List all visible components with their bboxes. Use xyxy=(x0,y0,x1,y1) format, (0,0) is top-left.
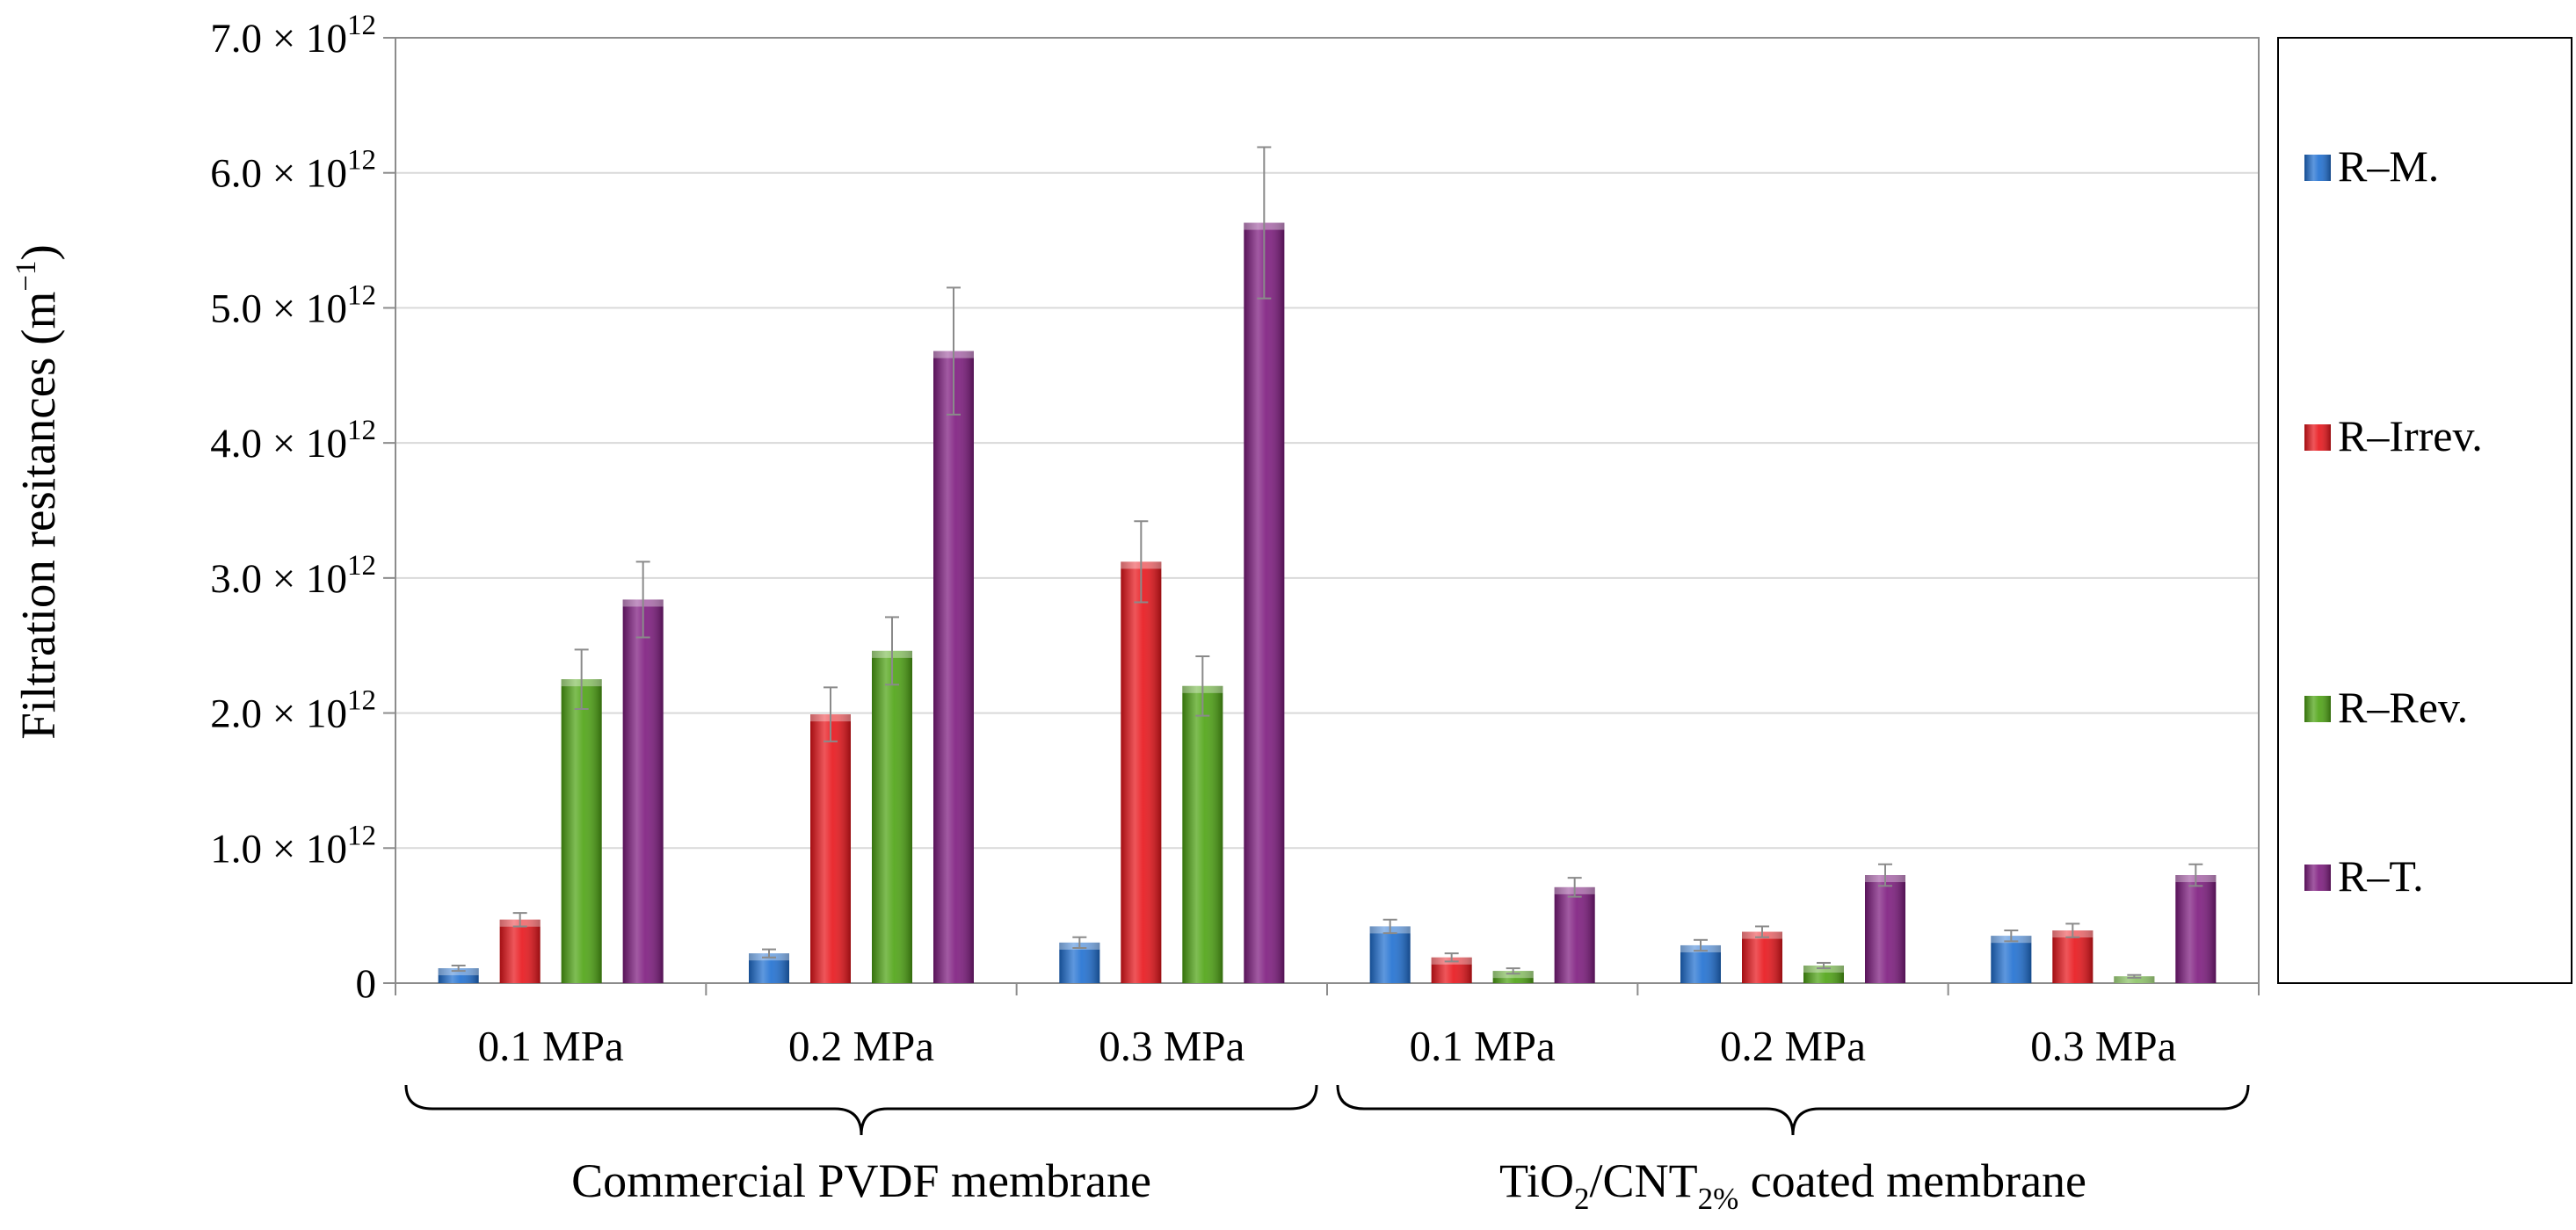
legend-label: R–M. xyxy=(2338,141,2439,191)
x-category-label: 0.3 MPa xyxy=(1099,1022,1244,1070)
bar-shading xyxy=(1492,971,1534,983)
bar-shading xyxy=(2052,930,2093,983)
bar-shading xyxy=(1680,944,1721,983)
legend-swatch-shading xyxy=(2304,696,2331,722)
legend-swatch-shading xyxy=(2304,865,2331,891)
y-tick-label: 0 xyxy=(356,961,377,1007)
bar-shading xyxy=(749,953,789,983)
y-tick-label: 4.0 × 1012 xyxy=(210,415,376,467)
y-tick-label: 6.0 × 1012 xyxy=(210,145,376,197)
bar-shading xyxy=(2175,875,2217,983)
legend-label: R–Irrev. xyxy=(2338,411,2483,460)
bar-shading xyxy=(2114,976,2155,983)
bar-shading xyxy=(438,968,479,983)
plot-area-frame xyxy=(395,37,2260,984)
legend: R–M. R–Irrev. R–Rev. R–T. xyxy=(2277,37,2572,984)
legend-label: R–Rev. xyxy=(2338,683,2468,732)
legend-swatch-shading xyxy=(2304,424,2331,451)
y-tick-label: 3.0 × 1012 xyxy=(210,550,376,602)
bar-shading xyxy=(1244,222,1285,984)
x-category-label: 0.2 MPa xyxy=(1720,1022,1866,1070)
bar-shading xyxy=(1121,561,1162,983)
bar-shading xyxy=(561,679,602,983)
x-axis: 0.1 MPa 0.2 MPa 0.3 MPa 0.1 MPa 0.2 MPa 0.3 M… xyxy=(395,983,2260,1216)
bar-shading xyxy=(1991,936,2032,983)
y-axis: 0 1.0 × 1012 2.0 × 1012 3.0 × 1012 4.0 × 101… xyxy=(210,10,395,1007)
y-tick-label: 2.0 × 1012 xyxy=(210,685,376,737)
x-category-label: 0.1 MPa xyxy=(478,1022,624,1070)
bar-shading xyxy=(1554,886,1595,983)
group-brace xyxy=(404,1084,1318,1136)
bar-shading xyxy=(1182,685,1223,983)
bar-shading xyxy=(1742,931,1782,983)
bar-shading xyxy=(872,650,912,983)
bar-shading xyxy=(1369,926,1411,983)
super-group-label: TiO2/CNT2% coated membrane xyxy=(1499,1154,2086,1216)
bar-shading xyxy=(499,919,541,983)
y-tick-label: 7.0 × 1012 xyxy=(210,10,376,62)
bar-shading xyxy=(622,599,664,983)
y-tick-label: 1.0 × 1012 xyxy=(210,820,376,872)
legend-frame xyxy=(2277,37,2572,984)
y-tick-label: 5.0 × 1012 xyxy=(210,279,376,331)
x-category-label: 0.1 MPa xyxy=(1410,1022,1556,1070)
legend-swatch-shading xyxy=(2304,155,2331,181)
legend-label: R–T. xyxy=(2338,851,2424,901)
bar-shading xyxy=(1865,875,1905,983)
super-group-label: Commercial PVDF membrane xyxy=(571,1154,1151,1207)
y-axis-title: Filtration resitances (m−1) xyxy=(11,244,65,740)
gridlines xyxy=(395,171,2259,850)
bar-shading xyxy=(1803,966,1844,983)
bar-shading xyxy=(933,351,974,983)
group-brace xyxy=(1336,1084,2250,1136)
bar-cap xyxy=(2114,976,2155,983)
bars xyxy=(438,146,2217,984)
bar-shading xyxy=(810,714,851,983)
x-category-label: 0.3 MPa xyxy=(2030,1022,2176,1070)
bar-shading xyxy=(1059,942,1100,983)
x-category-label: 0.2 MPa xyxy=(788,1022,934,1070)
